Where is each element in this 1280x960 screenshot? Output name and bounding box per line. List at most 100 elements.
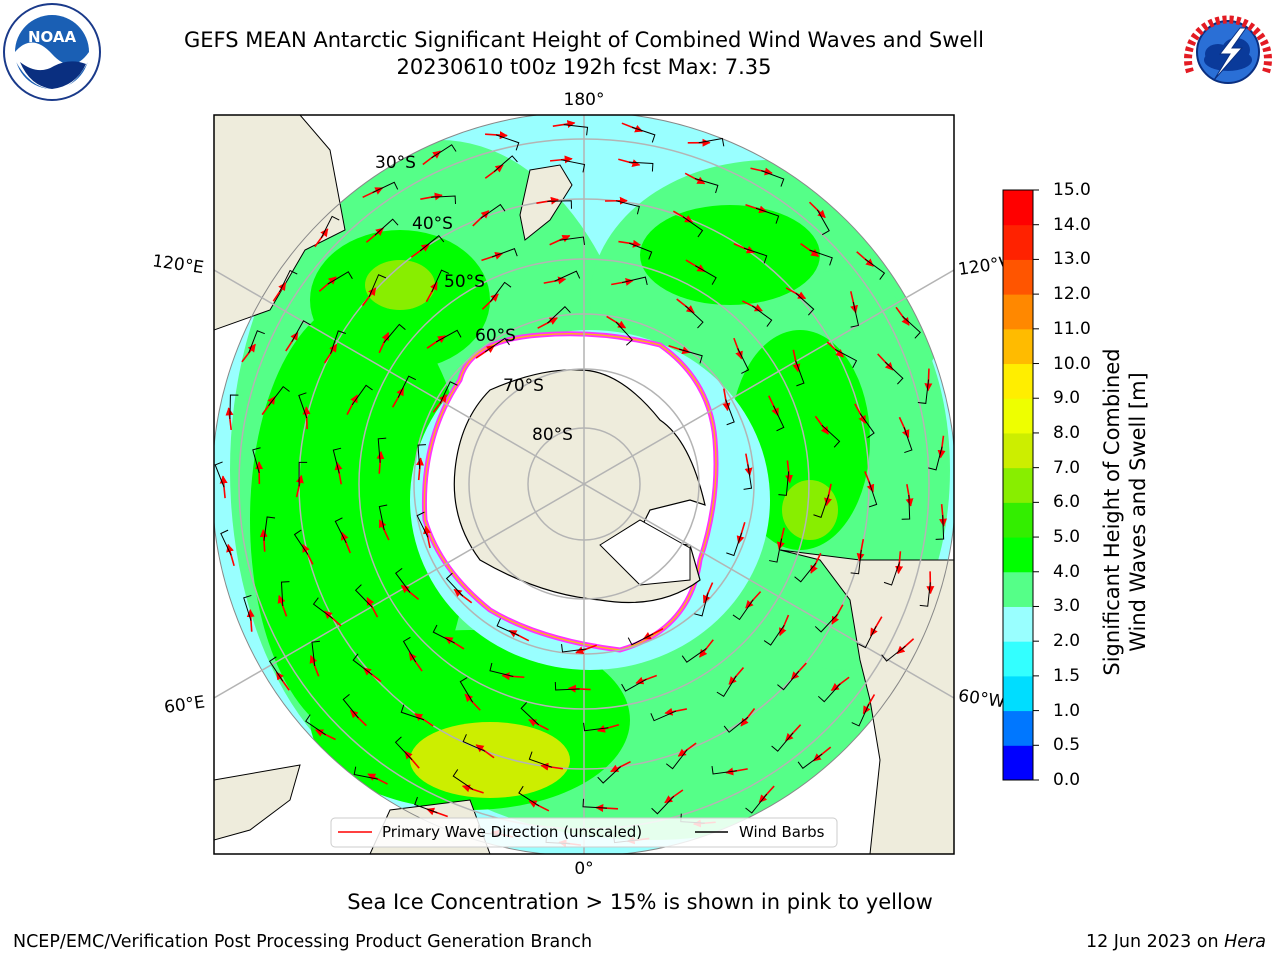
wind-barb xyxy=(794,562,817,583)
wind-barb xyxy=(631,126,656,143)
wind-barb xyxy=(881,645,906,662)
colorbar-segment xyxy=(1003,571,1033,607)
wind-barb xyxy=(459,677,474,703)
wind-barb xyxy=(615,200,640,215)
wind-barb xyxy=(698,137,725,147)
wind-barb xyxy=(268,656,284,682)
wave-direction-arrow xyxy=(349,709,367,727)
colorbar-tick-label: 8.0 xyxy=(1053,422,1081,443)
wind-barb xyxy=(745,793,768,814)
wind-barb xyxy=(518,785,540,807)
lon-label-60w: 60°W xyxy=(957,686,1006,712)
wind-barb xyxy=(816,209,830,236)
wave-direction-arrow xyxy=(610,760,631,773)
map-legend: Primary Wave Direction (unscaled) Wind B… xyxy=(330,817,838,848)
noaa-logo-text: NOAA xyxy=(28,28,77,46)
colorbar-segment xyxy=(1003,641,1033,677)
colorbar-tick-label: 14.0 xyxy=(1053,214,1091,235)
nws-logo xyxy=(1181,5,1275,99)
wave-direction-arrow xyxy=(423,525,431,549)
wind-barb xyxy=(431,144,457,159)
colorbar-segment xyxy=(1003,259,1033,295)
wind-barb xyxy=(528,751,553,768)
wind-barb xyxy=(547,305,571,324)
wind-barb xyxy=(351,384,373,406)
wave-direction-arrow xyxy=(302,543,314,565)
wind-barb xyxy=(763,624,785,646)
wave-direction-arrow xyxy=(400,584,420,600)
colorbar-segment xyxy=(1003,398,1033,434)
wind-barb xyxy=(621,276,648,286)
colorbar-title-line1: Significant Height of Combined xyxy=(1100,348,1124,676)
wave-direction-arrow xyxy=(672,210,694,223)
wave-direction-arrow xyxy=(785,287,807,300)
wind-barb xyxy=(402,636,417,663)
wind-barb xyxy=(493,155,518,173)
colorbar-segment xyxy=(1003,294,1033,330)
lon-label-60e: 60°E xyxy=(163,692,206,717)
wave-direction-arrow xyxy=(785,460,794,484)
wave-direction-arrow xyxy=(733,242,755,254)
lat-label-60s: 60°S xyxy=(475,326,516,346)
wind-barb xyxy=(332,447,342,474)
colorbar-segment xyxy=(1003,606,1033,642)
wind-barb xyxy=(480,203,506,219)
wind-barb xyxy=(397,375,417,398)
colorbar-tick-label: 10.0 xyxy=(1053,353,1091,374)
wind-barb xyxy=(685,305,704,329)
wind-barb xyxy=(547,200,572,209)
wind-barb xyxy=(835,349,858,368)
africa-land xyxy=(214,764,301,841)
wind-barb xyxy=(695,265,717,285)
wind-barb xyxy=(751,305,773,327)
wind-barb xyxy=(859,413,875,439)
wind-barb xyxy=(220,529,232,556)
wind-barb xyxy=(850,301,860,328)
wind-barb xyxy=(681,648,707,663)
wind-barb xyxy=(559,236,585,246)
wind-barb xyxy=(342,693,359,719)
wind-barb xyxy=(851,703,870,727)
wave-direction-arrow xyxy=(745,591,762,609)
wind-barb xyxy=(864,258,886,280)
wind-barb xyxy=(769,538,783,563)
wind-barb xyxy=(583,722,609,732)
wind-barb xyxy=(305,714,326,736)
wind-barb xyxy=(354,584,373,608)
wind-barb xyxy=(903,427,913,454)
wind-barb xyxy=(414,796,438,814)
lon-label-180: 180° xyxy=(564,90,605,110)
colorbar-segment xyxy=(1003,745,1033,781)
wind-barb xyxy=(726,532,743,557)
wind-barb xyxy=(928,446,943,471)
colorbar-title-line2: Wind Waves and Swell [m] xyxy=(1126,372,1150,652)
wind-barb xyxy=(377,437,387,463)
wave-direction-arrow xyxy=(702,582,714,604)
colorbar-tick-label: 11.0 xyxy=(1053,318,1091,339)
footer-date-text: 12 Jun 2023 on xyxy=(1085,932,1225,952)
wind-barb xyxy=(935,515,945,540)
wave-direction-arrow xyxy=(677,742,697,757)
wind-barb xyxy=(772,405,785,432)
wind-barb xyxy=(868,481,878,508)
wind-barb xyxy=(431,269,450,293)
wind-barb xyxy=(682,216,704,238)
wind-barb xyxy=(352,653,373,676)
chart-subtitle: 20230610 t00z 192h fcst Max: 7.35 xyxy=(396,55,772,79)
wind-barb xyxy=(394,736,413,761)
footer-credit: NCEP/EMC/Verification Post Processing Pr… xyxy=(13,932,593,952)
colorbar xyxy=(1002,189,1039,781)
new-zealand-land xyxy=(519,164,573,241)
wave-direction-arrow xyxy=(378,332,390,354)
footer-host: Hera xyxy=(1224,932,1266,952)
wave-direction-arrow xyxy=(937,435,946,459)
wind-barb xyxy=(400,704,425,721)
wind-barb xyxy=(817,683,841,703)
wave-direction-arrow xyxy=(824,483,832,507)
colorbar-segment xyxy=(1003,432,1033,469)
lat-label-70s: 70°S xyxy=(503,376,544,396)
wind-barb xyxy=(496,618,520,637)
lon-label-0: 0° xyxy=(574,859,593,879)
wind-barb xyxy=(755,207,780,224)
wind-barb xyxy=(383,323,406,344)
